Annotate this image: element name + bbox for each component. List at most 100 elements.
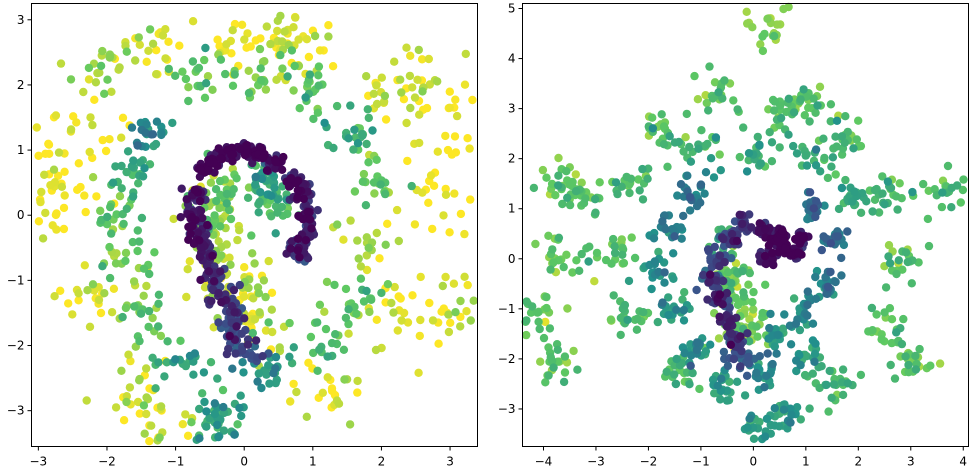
scatter-point (50, 292, 59, 301)
scatter-point (456, 209, 466, 219)
scatter-point (228, 364, 237, 373)
scatter-point (744, 352, 753, 362)
scatter-point (544, 371, 553, 380)
scatter-point (147, 421, 156, 430)
scatter-point (236, 391, 245, 400)
scatter-point (760, 383, 769, 392)
scatter-point (911, 365, 921, 374)
scatter-point (685, 142, 694, 152)
scatter-point (898, 265, 907, 274)
scatter-point (285, 318, 294, 328)
scatter-point (695, 384, 704, 394)
scatter-point (286, 397, 295, 406)
scatter-point (232, 322, 241, 331)
scatter-point (178, 67, 187, 76)
scatter-point (560, 368, 570, 377)
scatter-point (301, 93, 310, 102)
scatter-point (34, 217, 44, 226)
scatter-point (415, 110, 424, 119)
scatter-point (216, 222, 225, 231)
scatter-point (195, 236, 204, 245)
scatter-point (293, 234, 303, 243)
scatter-point (937, 202, 947, 212)
scatter-point (697, 126, 706, 135)
scatter-point (701, 168, 711, 177)
scatter-point (122, 167, 131, 177)
scatter-point (749, 287, 758, 297)
scatter-point (181, 361, 190, 371)
scatter-point (828, 153, 838, 162)
scatter-point (200, 93, 210, 103)
scatter-point (915, 344, 924, 354)
scatter-point (233, 235, 242, 245)
scatter-point (418, 87, 427, 96)
scatter-point (609, 234, 618, 244)
y-tick-label: 5 (508, 2, 516, 16)
scatter-point (408, 291, 417, 300)
scatter-point (680, 349, 689, 358)
scatter-point (219, 426, 229, 435)
scatter-point (217, 298, 226, 307)
scatter-point (334, 399, 344, 408)
scatter-point (617, 182, 626, 191)
scatter-point (289, 23, 298, 32)
scatter-point (150, 248, 159, 257)
scatter-point (718, 94, 727, 103)
scatter-point (88, 280, 98, 289)
scatter-point (800, 370, 810, 380)
scatter-point (195, 404, 204, 414)
scatter-point (267, 212, 276, 221)
scatter-point (554, 171, 563, 180)
scatter-point (947, 183, 956, 193)
scatter-point (255, 308, 264, 317)
scatter-point (339, 235, 348, 244)
scatter-point (676, 180, 686, 189)
scatter-point (128, 192, 138, 201)
scatter-point (856, 141, 866, 151)
scatter-point (686, 157, 696, 166)
scatter-point (831, 277, 840, 287)
scatter-point (356, 262, 366, 271)
scatter-point (121, 248, 131, 258)
scatter-point (291, 13, 300, 22)
scatter-point (226, 214, 236, 224)
scatter-point (824, 407, 833, 416)
scatter-point (353, 376, 362, 386)
scatter-point (664, 310, 673, 320)
scatter-point (262, 22, 271, 31)
scatter-point (577, 249, 586, 259)
scatter-point (610, 242, 619, 251)
scatter-point (742, 7, 751, 16)
scatter-point (171, 71, 180, 81)
scatter-point (761, 259, 771, 269)
scatter-point (811, 212, 820, 222)
scatter-point (259, 276, 269, 285)
scatter-point (266, 39, 275, 49)
y-tick-label: 0 (17, 208, 25, 222)
scatter-point (452, 111, 462, 121)
scatter-point (372, 228, 381, 238)
scatter-point (393, 326, 402, 335)
scatter-point (638, 195, 648, 204)
scatter-point (616, 330, 625, 340)
scatter-point (683, 171, 692, 180)
scatter-point (188, 222, 197, 231)
scatter-point (803, 300, 812, 310)
scatter-point (811, 145, 821, 154)
scatter-point (590, 277, 599, 286)
scatter-point (584, 257, 593, 266)
scatter-point (439, 211, 448, 220)
scatter-point (571, 187, 581, 196)
scatter-point (799, 233, 808, 243)
scatter-point (686, 361, 695, 370)
scatter-point (450, 189, 459, 198)
scatter-point (195, 196, 205, 206)
scatter-point (303, 187, 312, 196)
scatter-point (353, 388, 362, 397)
scatter-point (82, 396, 91, 405)
scatter-point (272, 75, 281, 85)
scatter-point (743, 423, 752, 432)
scatter-point (827, 393, 836, 402)
scatter-point (826, 267, 835, 277)
scatter-point (144, 306, 154, 316)
